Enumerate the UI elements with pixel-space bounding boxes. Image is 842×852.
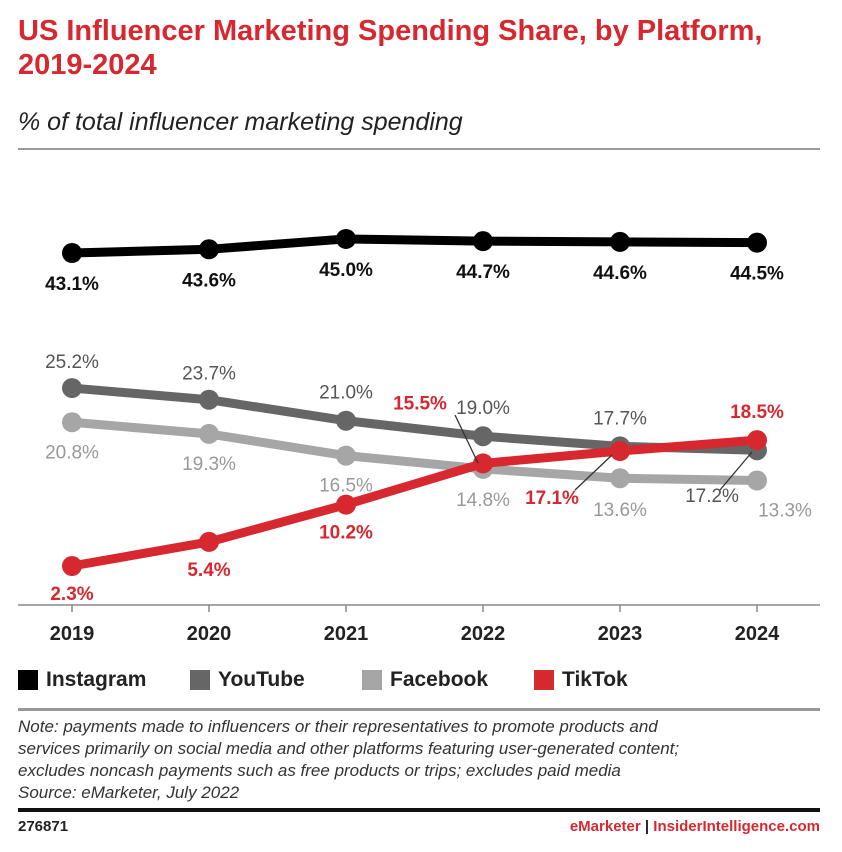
data-point-instagram (199, 239, 219, 260)
data-point-youtube (199, 389, 219, 410)
data-label-youtube: 19.0% (456, 398, 510, 419)
data-label-tiktok: 18.5% (730, 402, 784, 423)
chart-title: US Influencer Marketing Spending Share, … (18, 15, 763, 81)
data-label-facebook: 13.3% (758, 501, 812, 522)
data-label-instagram: 43.6% (182, 270, 236, 291)
data-point-facebook (336, 445, 356, 466)
data-point-tiktok (199, 531, 219, 552)
data-label-instagram: 44.7% (456, 262, 510, 283)
data-label-instagram: 43.1% (45, 274, 99, 295)
x-tick-label: 2022 (461, 623, 506, 645)
legend-label: Facebook (390, 668, 489, 691)
source-line: Source: eMarketer, July 2022 (18, 783, 240, 802)
plot-area: 2019 2020 2021 2022 2023 2024 43.1% 43.6% 45.0% 4… (18, 228, 820, 645)
data-point-instagram (473, 231, 493, 252)
data-point-youtube (62, 378, 82, 399)
data-label-facebook: 19.3% (182, 454, 236, 475)
legend-swatch (362, 670, 382, 690)
x-tick-label: 2021 (324, 623, 369, 645)
data-point-instagram (747, 232, 767, 253)
data-label-facebook: 14.8% (456, 490, 510, 511)
data-point-youtube (473, 426, 493, 447)
data-point-facebook (199, 423, 219, 444)
chart-subtitle: % of total influencer marketing spending (18, 108, 463, 136)
site-link[interactable]: InsiderIntelligence.com (653, 818, 820, 835)
legend-swatch (190, 670, 210, 690)
data-label-instagram: 45.0% (319, 260, 373, 281)
data-label-facebook: 13.6% (593, 500, 647, 521)
x-tick-label: 2023 (598, 623, 643, 645)
data-point-tiktok (62, 556, 82, 576)
legend-swatch (534, 670, 554, 690)
series-line-instagram (71, 234, 758, 258)
data-label-tiktok: 17.1% (525, 488, 579, 509)
data-label-instagram: 44.5% (730, 264, 784, 285)
data-label-tiktok: 10.2% (319, 523, 373, 544)
data-label-tiktok: 2.3% (50, 584, 93, 605)
data-label-youtube: 23.7% (182, 364, 236, 385)
data-point-tiktok (473, 453, 493, 474)
leader-line (719, 451, 753, 491)
x-tick-label: 2024 (735, 623, 780, 645)
data-point-instagram (610, 231, 630, 252)
divider (18, 148, 820, 150)
legend: Instagram YouTube Facebook TikTok (18, 668, 706, 692)
data-point-facebook (62, 412, 82, 433)
note-line: excludes noncash payments such as free p… (18, 761, 621, 780)
data-label-facebook: 16.5% (319, 476, 373, 497)
data-point-tiktok (610, 441, 630, 462)
note-line: Note: payments made to influencers or th… (18, 717, 658, 736)
legend-item-tiktok: TikTok (534, 668, 706, 692)
note-line: services primarily on social media and o… (18, 739, 680, 758)
legend-item-instagram: Instagram (18, 668, 190, 692)
data-point-tiktok (747, 430, 767, 451)
legend-label: YouTube (218, 668, 305, 691)
data-label-tiktok: 5.4% (187, 560, 230, 581)
series-line-tiktok (71, 435, 758, 571)
divider (18, 808, 820, 812)
legend-label: Instagram (46, 668, 147, 691)
data-point-instagram (62, 243, 82, 263)
data-point-youtube (336, 410, 356, 431)
brand: eMarketer (569, 818, 641, 835)
data-point-tiktok (336, 494, 356, 515)
data-label-tiktok: 15.5% (393, 393, 447, 414)
leader-line (454, 414, 479, 464)
legend-item-youtube: YouTube (190, 668, 362, 692)
leader-line (574, 454, 613, 491)
data-point-instagram (336, 228, 356, 249)
data-label-youtube: 25.2% (45, 352, 99, 373)
legend-item-facebook: Facebook (362, 668, 534, 692)
divider (18, 708, 820, 711)
legend-label: TikTok (562, 668, 628, 691)
data-point-facebook (610, 468, 630, 489)
x-tick-label: 2019 (50, 623, 95, 645)
legend-swatch (18, 670, 38, 690)
data-label-youtube: 21.0% (319, 383, 373, 404)
chart-id: 276871 (18, 818, 69, 835)
chart-note: Note: payments made to influencers or th… (18, 716, 818, 804)
data-label-youtube: 17.7% (593, 408, 647, 429)
series-line-facebook (71, 417, 758, 486)
separator: | (644, 818, 650, 835)
x-tick-label: 2020 (187, 623, 232, 645)
data-point-facebook (747, 470, 767, 491)
footer: 276871 eMarketer | InsiderIntelligence.c… (18, 818, 820, 835)
data-label-facebook: 20.8% (45, 442, 99, 463)
data-label-youtube: 17.2% (685, 486, 739, 507)
data-label-instagram: 44.6% (593, 263, 647, 284)
